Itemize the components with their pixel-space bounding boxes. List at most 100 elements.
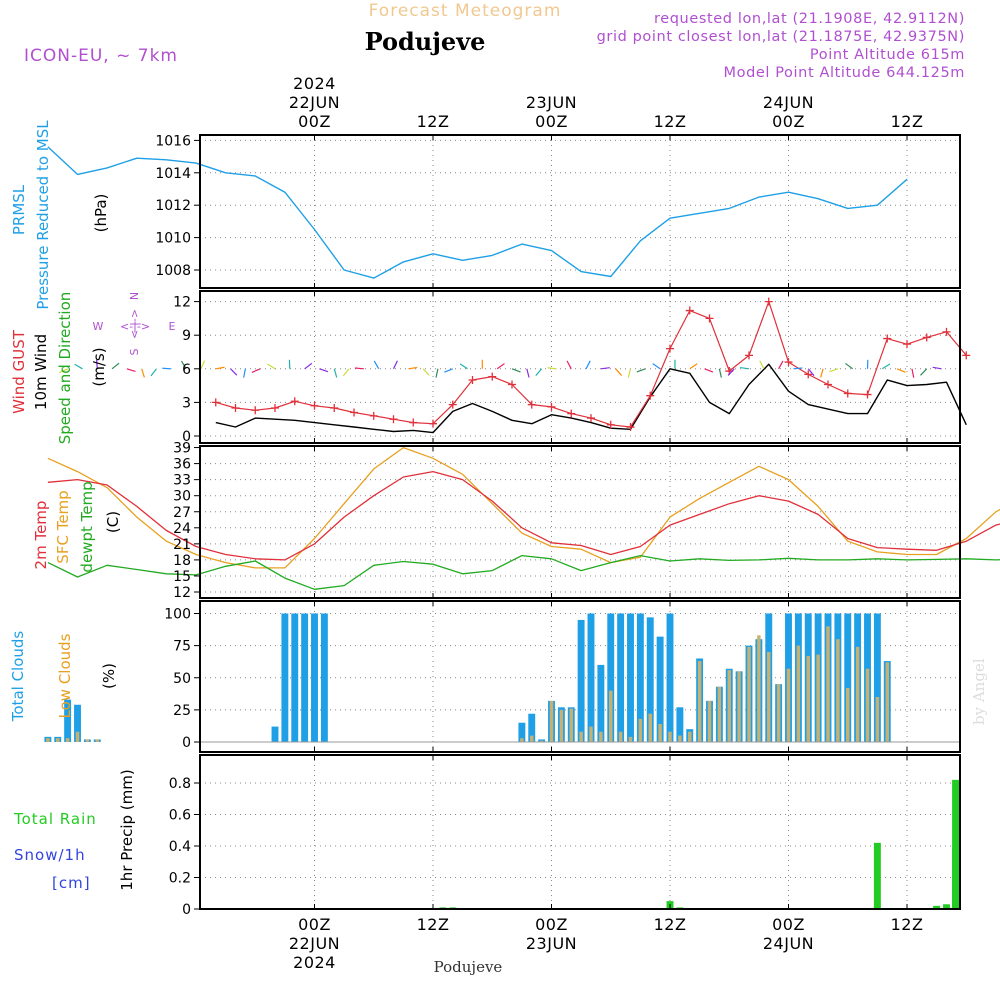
wind-direction-arrow	[96, 359, 98, 369]
gust-point	[843, 389, 852, 398]
dewpoint-line	[47, 554, 1000, 590]
low-cloud-bar	[46, 738, 50, 742]
wind-direction-arrow	[727, 368, 735, 376]
bottom-time-label: 00Z	[772, 915, 805, 934]
low-cloud-bar	[855, 646, 860, 742]
2m-temp-line	[47, 470, 1000, 561]
wind-direction-arrow	[150, 368, 157, 377]
y-tick-label: 0	[182, 735, 191, 751]
gust-point	[942, 327, 951, 336]
y-tick-label: 1014	[155, 166, 191, 182]
gust-point	[369, 411, 378, 420]
wind-direction-arrow	[689, 363, 698, 370]
gust-point	[764, 297, 773, 306]
model-altitude: Model Point Altitude 644.125m	[723, 65, 965, 81]
total-cloud-bar	[320, 613, 328, 742]
y-tick-label: 25	[173, 703, 191, 719]
pressure-label: PRMSL	[10, 184, 28, 235]
total-cloud-bar	[617, 613, 625, 742]
low-cloud-bar	[885, 662, 889, 742]
wind-line	[215, 363, 967, 434]
low-cloud-bar	[796, 645, 801, 742]
total-cloud-bar	[873, 613, 881, 742]
wind-direction-arrow	[778, 360, 784, 370]
total-cloud-bar	[844, 613, 852, 742]
compass-arrows: <-|->	[128, 309, 141, 339]
wind-unit: (m/s)	[90, 347, 108, 386]
low-cloud-bar	[747, 646, 751, 742]
wind-direction-arrow	[342, 368, 350, 377]
clouds-label: Total Clouds	[9, 631, 27, 723]
wind-direction-arrow	[333, 368, 338, 378]
low-cloud-bar	[668, 731, 672, 742]
pressure-label: Pressure Reduced to MSL	[34, 120, 52, 310]
pressure-line	[47, 146, 908, 279]
wind-direction-arrow	[652, 363, 661, 370]
wind-direction-arrow	[230, 368, 238, 376]
total-cloud-bar	[64, 699, 72, 742]
temp-label: SFC Temp	[54, 490, 72, 563]
low-cloud-bar	[530, 735, 534, 742]
low-cloud-bar	[618, 731, 623, 742]
compass-south: S	[128, 348, 141, 355]
low-cloud-bar	[767, 652, 771, 742]
y-tick-label: 30	[173, 489, 191, 505]
gust-point	[685, 306, 694, 315]
wind-direction-arrow	[59, 368, 68, 374]
bottom-time-label: 12Z	[417, 915, 450, 934]
total-cloud-bar	[74, 704, 81, 742]
total-cloud-bar	[301, 613, 309, 742]
total-cloud-bar	[528, 713, 536, 742]
requested-coords: requested lon,lat (21.1908E, 42.9112N)	[654, 11, 965, 27]
top-time-label: 12Z	[654, 112, 687, 131]
total-cloud-bar	[636, 613, 644, 742]
low-cloud-bar	[757, 635, 761, 742]
low-cloud-bar	[95, 739, 99, 742]
wind-direction-arrow	[180, 360, 187, 370]
low-cloud-bar	[688, 731, 692, 742]
wind-direction-arrow	[162, 367, 172, 370]
y-tick-label: 0	[182, 429, 191, 445]
y-tick-label: 12	[173, 585, 191, 601]
low-cloud-bar	[599, 731, 603, 742]
gust-point	[330, 404, 339, 412]
top-title: Forecast Meteogram	[369, 1, 562, 21]
panel-frames	[199, 134, 961, 910]
low-cloud-bar	[865, 668, 870, 742]
location-title: Podujeve	[365, 27, 486, 56]
low-cloud-bar	[786, 668, 791, 742]
low-cloud-bar	[75, 731, 80, 742]
gust-point	[804, 370, 813, 379]
y-tick-label: 0	[182, 902, 191, 918]
precip-unit: 1hr Precip (mm)	[118, 769, 136, 890]
gust-point	[626, 423, 635, 432]
total-cloud-bar	[646, 617, 654, 742]
wind-direction-arrow	[215, 366, 225, 370]
wind-label: Speed and Direction	[56, 292, 74, 445]
credit-watermark: by Angel	[970, 658, 988, 725]
gust-point	[824, 380, 832, 389]
gust-point	[290, 397, 299, 406]
y-tick-label: 1010	[155, 231, 191, 247]
bottom-time-label: 23JUN	[526, 934, 577, 953]
wind-label: Wind GUST	[10, 329, 28, 414]
gust-point	[903, 340, 911, 349]
low-cloud-bar	[56, 738, 60, 742]
temp-label: dewpt Temp	[78, 481, 96, 572]
y-tick-label: 18	[173, 553, 191, 569]
rain-bar	[873, 842, 881, 909]
wind-direction-arrow	[547, 367, 557, 370]
wind-direction-arrow	[718, 368, 722, 378]
gust-point	[587, 414, 595, 423]
low-cloud-bar	[559, 709, 564, 742]
compass-arrows-h: <-|->	[120, 320, 150, 333]
gust-point	[646, 391, 655, 400]
gust-point	[231, 404, 240, 412]
total-cloud-bar	[656, 636, 664, 742]
wind-direction-arrow	[585, 360, 591, 370]
panel-frame-pressure	[199, 134, 961, 289]
low-cloud-bar	[875, 697, 880, 742]
y-tick-label: 12	[173, 295, 191, 311]
